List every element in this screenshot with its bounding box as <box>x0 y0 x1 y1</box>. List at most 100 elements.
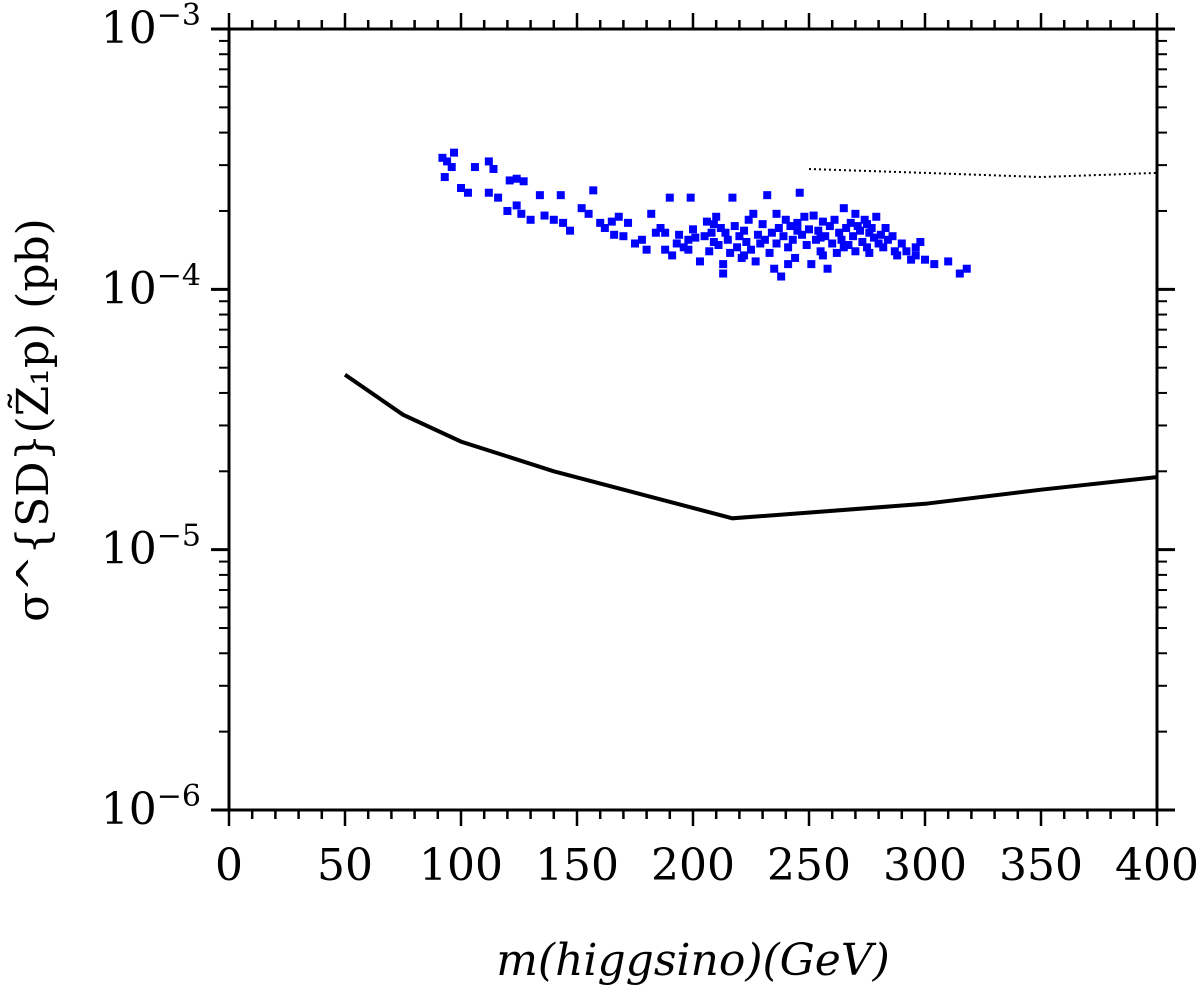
x-tick-label: 300 <box>883 840 967 891</box>
scatter-point <box>798 230 807 239</box>
scatter-point <box>809 211 818 220</box>
dotted-limit-line <box>808 168 1158 179</box>
scatter-point <box>744 215 753 224</box>
scatter-point <box>556 191 565 200</box>
scatter-point <box>665 193 674 202</box>
scatter-point <box>839 243 848 252</box>
scatter-point <box>865 248 874 257</box>
y-tick-base: 10 <box>101 524 157 575</box>
scatter-point <box>786 222 795 231</box>
scatter-point <box>872 212 881 221</box>
y-tick-label: 10−5 <box>101 519 201 575</box>
scatter-point <box>438 153 447 162</box>
scatter-point <box>879 243 888 252</box>
scatter-point <box>700 232 709 241</box>
scatter-point <box>784 260 793 269</box>
scatter-point <box>512 174 521 183</box>
scatter-point <box>702 217 711 226</box>
scatter-point <box>851 209 860 218</box>
plot-frame <box>227 27 1159 812</box>
scatter-point <box>753 230 762 239</box>
scatter-point <box>818 251 827 260</box>
y-tick-label: 10−6 <box>101 779 201 835</box>
y-tick-base: 10 <box>101 784 157 835</box>
scatter-point <box>825 222 834 231</box>
scatter-point <box>512 201 521 210</box>
scatter-point <box>821 232 830 241</box>
scatter-point <box>832 248 841 257</box>
scatter-point <box>823 264 832 273</box>
scatter-point <box>955 269 964 278</box>
scatter-point <box>816 247 825 256</box>
scatter-point <box>691 233 700 242</box>
scatter-point <box>770 264 779 273</box>
scatter-point <box>705 247 714 256</box>
scatter-point <box>607 217 616 226</box>
scatter-point <box>830 215 839 224</box>
scatter-point <box>814 226 823 235</box>
scatter-point <box>856 226 865 235</box>
scatter-point <box>709 237 718 246</box>
scatter-point <box>600 224 609 233</box>
scatter-point <box>828 239 837 248</box>
x-tick-label: 200 <box>651 840 735 891</box>
solid-limit-line <box>343 373 1158 521</box>
scatter-point <box>962 264 971 273</box>
scatter-point <box>853 222 862 231</box>
x-tick-label: 250 <box>767 840 851 891</box>
scatter-point <box>747 245 755 254</box>
scatter-point <box>661 228 670 237</box>
scatter-point <box>719 260 728 269</box>
scatter-point <box>751 257 760 266</box>
scatter-point <box>719 269 728 278</box>
scatter-point <box>584 209 593 218</box>
scatter-point <box>577 204 586 213</box>
scatter-point <box>610 230 619 239</box>
scatter-point <box>740 226 749 235</box>
scatter-point <box>566 226 575 235</box>
scatter-point <box>614 212 623 221</box>
y-tick-exponent: −4 <box>157 258 201 293</box>
axes-layer <box>211 13 1175 826</box>
scatter-point <box>839 204 848 213</box>
scatter-point <box>869 233 878 242</box>
scatter-point <box>818 217 827 226</box>
scatter-point <box>505 176 514 185</box>
scatter-point <box>865 228 874 237</box>
scatter-point <box>849 232 858 241</box>
scatter-point <box>760 235 769 244</box>
scatter-point <box>897 239 906 248</box>
scatter-point <box>450 148 459 157</box>
scatter-point <box>642 245 651 254</box>
x-tick-label: 350 <box>999 840 1083 891</box>
y-tick-label: 10−4 <box>101 258 201 314</box>
scatter-point <box>863 220 871 229</box>
scatter-point <box>637 235 646 244</box>
scatter-point <box>779 232 788 241</box>
x-tick-label: 150 <box>535 840 619 891</box>
scatter-point <box>763 191 772 200</box>
scatter-point <box>656 224 665 233</box>
scatter-point <box>874 239 883 248</box>
scatter-point <box>791 253 800 262</box>
scatter-point <box>907 255 916 264</box>
scatter-point <box>647 209 656 218</box>
scatter-point <box>709 220 718 229</box>
scatter-point <box>816 233 825 242</box>
scatter-point <box>767 228 776 237</box>
scatter-point <box>777 272 786 281</box>
x-tick-label: 100 <box>419 840 503 891</box>
scatter-point <box>772 209 781 218</box>
scatter-point <box>716 224 725 233</box>
scatter-point <box>675 230 684 239</box>
scatter-point <box>902 247 911 256</box>
scatter-point <box>944 257 953 266</box>
y-tick-exponent: −5 <box>157 519 201 554</box>
scatter-point <box>911 251 920 260</box>
scatter-point <box>457 184 465 193</box>
scatter-point <box>624 218 633 227</box>
scatter-point <box>888 232 897 241</box>
y-tick-base: 10 <box>101 3 157 54</box>
scatter-point <box>540 211 549 220</box>
